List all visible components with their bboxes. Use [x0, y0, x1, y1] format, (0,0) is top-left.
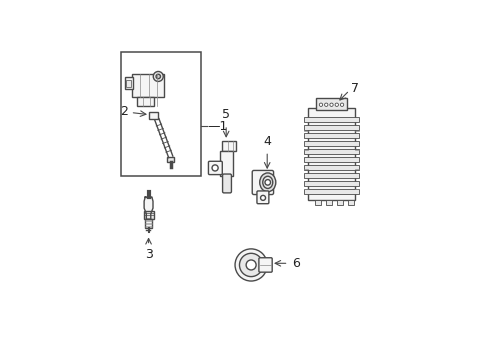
Bar — [326, 200, 332, 205]
Bar — [138, 97, 154, 105]
Bar — [145, 219, 152, 228]
Bar — [304, 157, 359, 162]
Polygon shape — [144, 197, 153, 219]
Text: 3: 3 — [145, 248, 152, 261]
Text: 7: 7 — [351, 82, 360, 95]
Bar — [304, 189, 359, 194]
Ellipse shape — [260, 173, 276, 192]
Bar — [304, 181, 359, 186]
Circle shape — [341, 103, 343, 107]
Circle shape — [212, 165, 218, 171]
FancyBboxPatch shape — [259, 258, 272, 272]
Bar — [308, 108, 355, 200]
Bar — [126, 80, 130, 87]
Circle shape — [335, 103, 339, 107]
Bar — [304, 149, 359, 154]
Bar — [348, 200, 354, 205]
Ellipse shape — [263, 176, 273, 188]
Circle shape — [261, 195, 266, 201]
Circle shape — [330, 103, 333, 107]
FancyBboxPatch shape — [222, 174, 231, 193]
Circle shape — [240, 253, 263, 276]
Bar — [304, 117, 359, 122]
Bar — [315, 200, 321, 205]
Bar — [304, 141, 359, 146]
Bar — [304, 165, 359, 170]
Circle shape — [265, 180, 270, 185]
Circle shape — [246, 260, 256, 270]
Bar — [168, 157, 174, 162]
Bar — [144, 211, 153, 219]
Text: 6: 6 — [292, 257, 300, 270]
Bar — [132, 74, 164, 97]
FancyBboxPatch shape — [208, 161, 222, 175]
FancyBboxPatch shape — [252, 170, 273, 194]
Bar — [304, 125, 359, 130]
Bar — [121, 51, 201, 176]
FancyBboxPatch shape — [257, 191, 269, 204]
Bar — [337, 200, 343, 205]
Circle shape — [319, 103, 322, 107]
Circle shape — [324, 103, 328, 107]
Bar — [149, 112, 158, 120]
Circle shape — [235, 249, 267, 281]
Circle shape — [156, 74, 161, 79]
Bar — [304, 173, 359, 178]
Bar — [125, 77, 133, 89]
Text: 4: 4 — [263, 135, 271, 148]
Bar — [222, 141, 236, 151]
Bar — [220, 151, 233, 176]
Circle shape — [153, 72, 163, 81]
Bar — [304, 133, 359, 138]
Text: —1: —1 — [207, 120, 228, 133]
Bar — [316, 98, 347, 110]
Text: 5: 5 — [222, 108, 230, 121]
Text: 2: 2 — [120, 105, 128, 118]
